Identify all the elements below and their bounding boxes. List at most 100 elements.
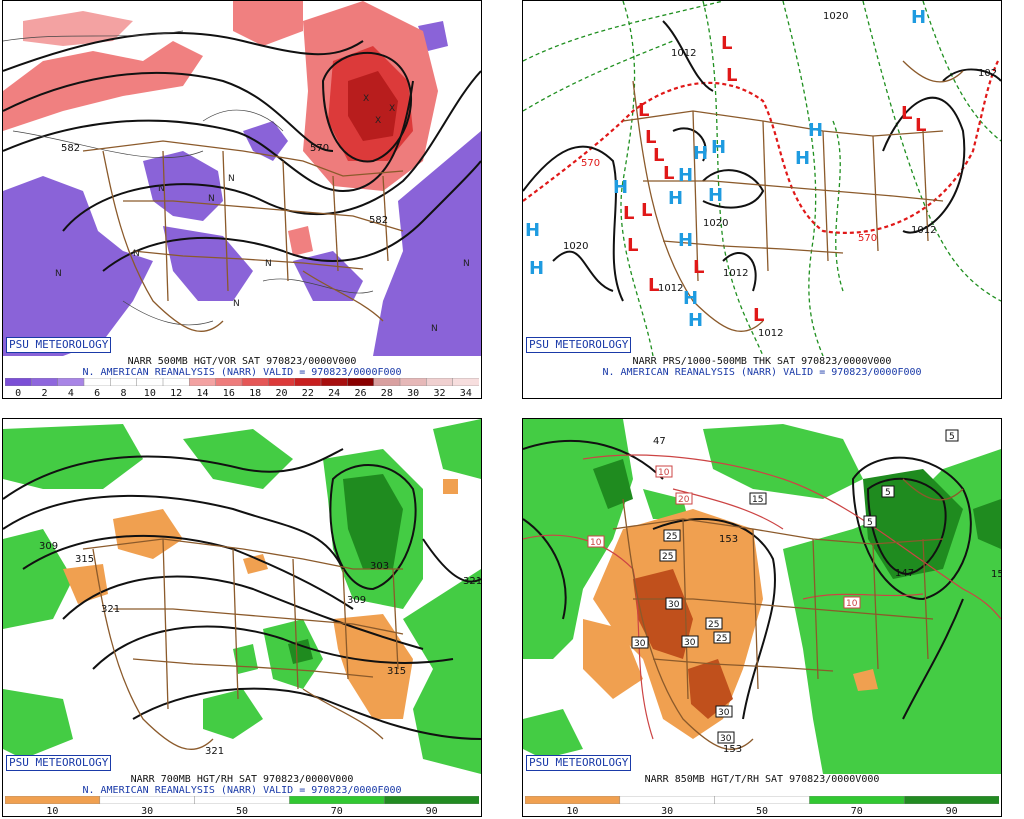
low-marker: L: [663, 163, 674, 184]
svg-text:5: 5: [949, 432, 955, 442]
contour-label: 315: [75, 554, 94, 565]
temp-box: 30: [665, 597, 683, 610]
temp-box: 30: [631, 636, 649, 649]
isobar-label: 1012: [911, 225, 936, 236]
contour-label: 153: [723, 744, 742, 755]
svg-text:N: N: [228, 174, 235, 184]
high-pressure-markers: H H H H H H H H H H H H H H: [525, 7, 926, 331]
caption-valid: N. AMERICAN REANALYSIS (NARR) VALID = 97…: [602, 367, 922, 378]
colorbar-tick-label: 4: [67, 388, 74, 399]
colorbar-segment: [619, 796, 716, 804]
positive-vorticity-areas: [3, 1, 438, 256]
credit-label: PSU METEOROLOGY: [6, 337, 112, 353]
extrema-markers: N N N N N N N N N X X X: [55, 94, 470, 334]
colorbar-segment: [99, 796, 196, 804]
colorbar-tick-label: 10: [566, 806, 579, 817]
colorbar-tick-label: 12: [170, 388, 183, 399]
svg-text:10: 10: [846, 599, 858, 609]
high-marker: H: [678, 165, 693, 186]
rh850-map: 47 153 147 153 15 5 5 5 10 10 10 15 20 2…: [523, 419, 1001, 774]
svg-text:X: X: [363, 94, 369, 104]
colorbar-tick-label: 10: [143, 388, 156, 399]
svg-text:N: N: [233, 299, 240, 309]
svg-text:N: N: [133, 249, 140, 259]
low-marker: L: [645, 127, 656, 148]
temp-box: 10: [655, 465, 673, 478]
contour-label: 582: [369, 215, 388, 226]
high-marker: H: [708, 185, 723, 206]
contour-label: 309: [347, 595, 366, 606]
colorbar-ticks: 10 30 50 70 90: [525, 806, 999, 817]
contour-label: 315: [387, 666, 406, 677]
isobar-label: 1012: [758, 328, 783, 339]
temp-box: 25: [659, 549, 677, 562]
colorbar-segment: [426, 378, 454, 386]
svg-text:30: 30: [718, 708, 730, 718]
svg-text:15: 15: [752, 495, 763, 505]
colorbar-tick-label: 70: [330, 806, 343, 817]
colorbar-tick-label: 34: [459, 388, 472, 399]
colorbar-segment: [31, 378, 59, 386]
svg-text:25: 25: [666, 532, 677, 542]
contour-label: 570: [310, 143, 329, 154]
caption-title: NARR PRS/1000-500MB THK SAT 970823/0000V…: [632, 356, 892, 367]
low-pressure-markers: L L L L L L L L L L L L L L: [623, 33, 926, 326]
colorbar-segment: [241, 378, 270, 386]
contour-label: 47: [653, 436, 666, 447]
panel-700mb-rh: 309 315 321 303 309 315 321 321 PSU METE…: [2, 418, 482, 817]
colorbar-segment: [714, 796, 811, 804]
colorbar-segment: [452, 378, 479, 386]
colorbar-segment: [5, 378, 33, 386]
low-marker: L: [648, 275, 659, 296]
isobar-label: 1020: [703, 218, 728, 229]
colorbar-tick-label: 70: [850, 806, 863, 817]
pressure-map: 1012 1020 1020 1012 1012 1012 1012 570 5…: [523, 1, 1001, 356]
colorbar-tick-label: 18: [249, 388, 262, 399]
colorbar-segment: [903, 796, 999, 804]
colorbar-segment: [83, 378, 112, 386]
temp-box: 25: [663, 529, 681, 542]
colorbar-segment: [194, 796, 291, 804]
caption-valid: N. AMERICAN REANALYSIS (NARR) VALID = 97…: [82, 367, 402, 378]
high-marker: H: [911, 7, 926, 28]
isobar-label: 1020: [823, 11, 848, 22]
credit-label: PSU METEOROLOGY: [526, 337, 632, 353]
panel-850mb-temperature-rh: 47 153 147 153 15 5 5 5 10 10 10 15 20 2…: [522, 418, 1002, 817]
svg-text:X: X: [389, 104, 395, 114]
svg-text:N: N: [265, 259, 272, 269]
panel-surface-pressure-thickness: 1012 1020 1020 1012 1012 1012 1012 570 5…: [522, 0, 1002, 399]
high-marker: H: [525, 220, 540, 241]
credit-label: PSU METEOROLOGY: [6, 755, 112, 771]
contour-label: 582: [61, 143, 80, 154]
svg-text:10: 10: [658, 468, 670, 478]
svg-text:5: 5: [867, 518, 873, 528]
contour-label: 303: [370, 561, 389, 572]
colorbar-tick-label: 32: [433, 388, 446, 399]
panel-500mb-vorticity: 582 570 582 N N N N N N N N N X X X PSU …: [2, 0, 482, 399]
svg-text:25: 25: [716, 634, 727, 644]
vorticity-map: 582 570 582 N N N N N N N N N X X X: [3, 1, 481, 356]
svg-text:25: 25: [662, 552, 673, 562]
colorbar-segment: [136, 378, 164, 386]
thickness-label: 570: [581, 158, 600, 169]
colorbar-tick-label: 22: [301, 388, 314, 399]
negative-vorticity-areas: [3, 21, 481, 356]
high-marker: H: [678, 230, 693, 251]
isobar-label: 102: [978, 68, 997, 79]
svg-text:N: N: [431, 324, 438, 334]
colorbar-segment: [189, 378, 217, 386]
low-marker: L: [638, 100, 649, 121]
vorticity-contours: [3, 30, 374, 326]
political-borders: [622, 60, 964, 332]
temp-box: 10: [843, 596, 861, 609]
low-marker: L: [693, 257, 704, 278]
thickness-label: 570: [858, 233, 877, 244]
colorbar-tick-label: 2: [41, 388, 48, 399]
height-contours: [3, 448, 481, 740]
colorbar-segment: [809, 796, 905, 804]
colorbar-tick-label: 6: [94, 388, 101, 399]
low-marker: L: [641, 200, 652, 221]
svg-text:30: 30: [720, 734, 732, 744]
svg-text:25: 25: [708, 620, 719, 630]
rh700-map: 309 315 321 303 309 315 321 321: [3, 419, 481, 774]
